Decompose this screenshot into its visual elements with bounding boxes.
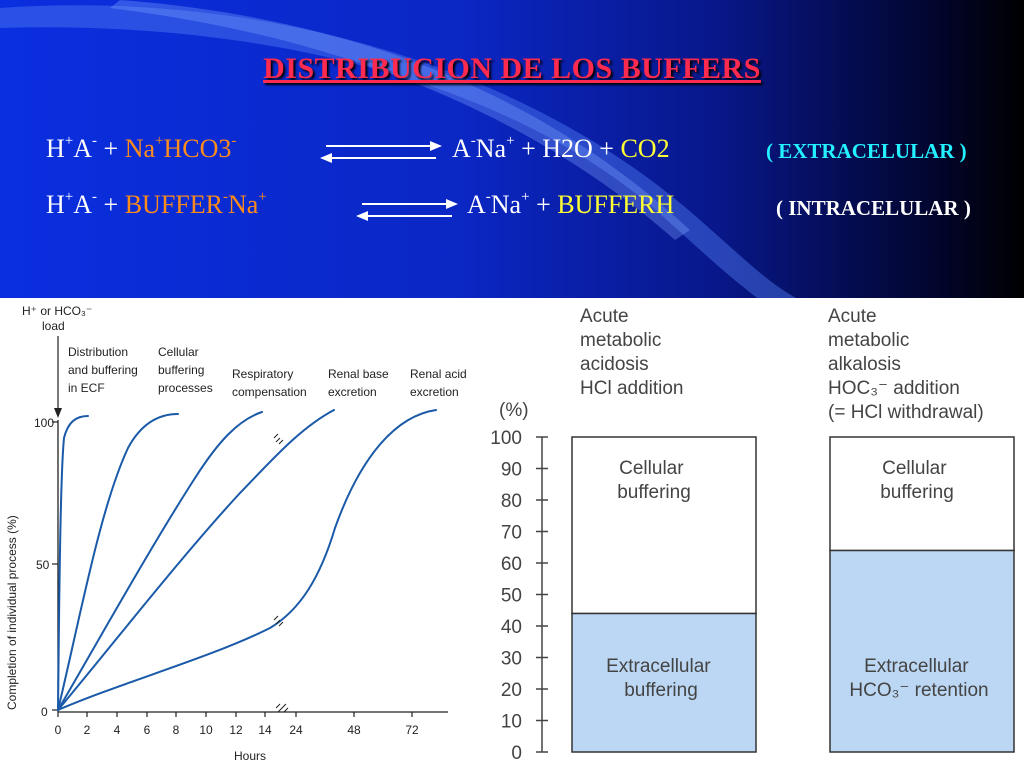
x-tick-12: 12 <box>229 723 243 737</box>
curve-label-renal-base: Renal base excretion <box>328 367 392 399</box>
y-axis-label: Completion of individual process (%) <box>5 515 19 710</box>
curve-label-respiratory: Respiratory compensation <box>232 367 307 399</box>
right-y-tick-90: 90 <box>501 460 522 481</box>
x-axis-label: Hours <box>234 749 266 763</box>
equilibrium-arrows-1 <box>320 141 442 163</box>
x-tick-48: 48 <box>347 723 361 737</box>
bar-acidosis-cellular <box>571 436 757 615</box>
load-label: H⁺ or HCO₃⁻ <box>22 304 92 318</box>
y-tick-100: 100 <box>34 416 54 430</box>
x-tick-10: 10 <box>199 723 213 737</box>
equation-extracelular-left: H+A- + Na+HCO3- <box>46 133 237 163</box>
bar-alkalosis-extracellular <box>829 549 1015 753</box>
equation-extracelular-right: A-Na+ + H2O + CO2 <box>452 133 670 163</box>
percent-unit-label: (%) <box>499 400 529 421</box>
x-tick-8: 8 <box>173 723 180 737</box>
right-y-tick-70: 70 <box>501 523 522 544</box>
bar-alkalosis-cellular <box>829 436 1015 552</box>
curve-cellular-buffering <box>57 413 179 711</box>
x-tick-2: 2 <box>84 723 91 737</box>
equation-intracelular-right: A-Na+ + BUFFERH <box>467 189 675 219</box>
bar-alkalosis-top-label: Cellular buffering <box>880 458 954 503</box>
bar-acidosis-top-label: Cellular buffering <box>617 458 691 503</box>
curve-renal-base-excretion <box>57 409 335 711</box>
right-y-tick-100: 100 <box>490 428 522 449</box>
curve-ecf-distribution <box>57 415 89 711</box>
bar-header-alkalosis: Acute metabolic alkalosis HOC₃⁻ addition… <box>828 306 984 423</box>
x-tick-6: 6 <box>144 723 151 737</box>
x-tick-4: 4 <box>114 723 121 737</box>
curve-label-cellular: Cellular buffering processes <box>158 345 213 395</box>
right-y-tick-50: 50 <box>501 586 522 607</box>
left-chart: H⁺ or HCO₃⁻ load Completion of individua… <box>5 304 470 763</box>
equilibrium-arrows-2 <box>356 199 458 221</box>
bar-acidosis-extracellular <box>571 612 757 753</box>
equation-intracelular-left: H+A- + BUFFER-Na+ <box>46 189 267 219</box>
right-y-tick-60: 60 <box>501 554 522 575</box>
curve-label-ecf: Distribution and buffering in ECF <box>68 345 141 395</box>
right-y-tick-10: 10 <box>501 712 522 733</box>
page-title: DISTRIBUCION DE LOS BUFFERS <box>263 52 761 85</box>
load-label-2: load <box>42 319 65 333</box>
label-extracelular: ( EXTRACELULAR ) <box>766 139 967 163</box>
x-tick-14: 14 <box>258 723 272 737</box>
curve-renal-acid-excretion <box>57 409 437 711</box>
right-y-tick-30: 30 <box>501 649 522 670</box>
y-tick-50: 50 <box>36 558 50 572</box>
right-y-tick-0: 0 <box>511 743 522 764</box>
right-y-tick-20: 20 <box>501 680 522 701</box>
bar-header-acidosis: Acute metabolic acidosis HCl addition <box>580 306 684 399</box>
load-arrow-icon <box>54 408 62 418</box>
buffer-figure: H⁺ or HCO₃⁻ load Completion of individua… <box>5 304 1015 764</box>
y-tick-0: 0 <box>41 705 48 719</box>
decorative-swoosh <box>0 0 797 298</box>
right-y-tick-40: 40 <box>501 617 522 638</box>
x-tick-0: 0 <box>55 723 62 737</box>
curve-respiratory-compensation <box>57 411 263 711</box>
right-y-tick-80: 80 <box>501 491 522 512</box>
x-tick-24: 24 <box>289 723 303 737</box>
title-banner: DISTRIBUCION DE LOS BUFFERS H+A- + Na+HC… <box>0 0 1024 298</box>
bar-acidosis-bottom-label: Extracellular buffering <box>606 656 716 701</box>
label-intracelular: ( INTRACELULAR ) <box>776 196 971 220</box>
bar-alkalosis-bottom-label: Extracellular HCO₃⁻ retention <box>849 656 988 701</box>
curve-label-renal-acid: Renal acid excretion <box>410 367 470 399</box>
x-tick-72: 72 <box>405 723 419 737</box>
